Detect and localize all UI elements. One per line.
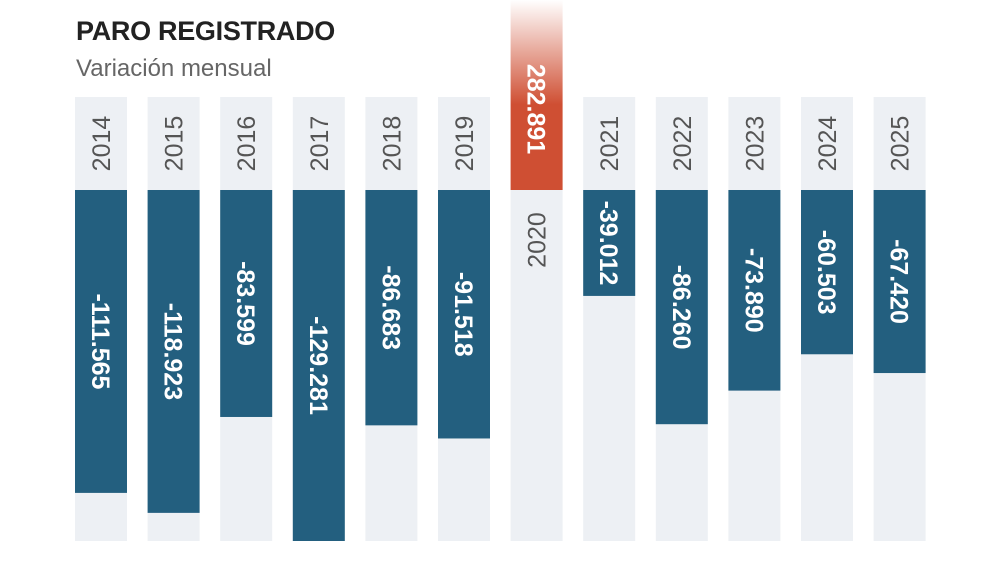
bar-2016 [220,190,273,417]
bar-track-2021 [583,97,636,541]
bar-2018 [365,190,418,426]
year-label-2017: 2017 [306,116,334,172]
bar-2021 [583,190,636,296]
value-label-2017: -129.281 [304,316,332,415]
year-label-2018: 2018 [378,116,406,172]
year-label-2024: 2024 [814,116,842,172]
bar-2024 [801,190,853,355]
bar-tracks [75,97,926,541]
value-label-2021: -39.012 [594,201,622,286]
bar-2017 [292,190,345,541]
year-label-2021: 2021 [596,116,624,172]
bar-2019 [438,190,490,439]
year-label-2025: 2025 [887,116,915,172]
year-label-2019: 2019 [451,116,479,172]
year-label-2016: 2016 [233,116,261,172]
bar-2014 [75,190,127,493]
value-label-2016: -83.599 [231,261,259,346]
chart-subtitle: Variación mensual [76,55,272,82]
value-label-2014: -111.565 [86,293,114,389]
bar-2015 [147,190,200,513]
value-label-2020: 282.891 [522,64,550,154]
value-label-2018: -86.683 [376,265,404,350]
bar-track-2020 [510,190,563,541]
value-label-2025: -67.420 [885,239,913,324]
year-label-2014: 2014 [88,116,116,172]
value-label-2019: -91.518 [449,272,477,357]
bars [75,0,926,541]
value-label-2024: -60.503 [812,230,840,315]
value-label-2022: -86.260 [667,265,695,350]
year-label-2023: 2023 [741,116,769,172]
bar-2023 [728,190,781,391]
chart-title: PARO REGISTRADO [76,16,336,46]
bar-2020 [510,0,563,190]
year-label-2015: 2015 [161,116,189,172]
bar-2025 [873,190,926,374]
bar-2022 [655,190,708,425]
value-label-2015: -118.923 [159,303,187,400]
labels: 2014 -111.565 2015 -118.923 2016 -83.599 2017 -… [86,64,915,415]
value-label-2023: -73.890 [739,248,767,333]
year-label-2022: 2022 [669,116,697,172]
year-label-2020: 2020 [524,212,552,268]
